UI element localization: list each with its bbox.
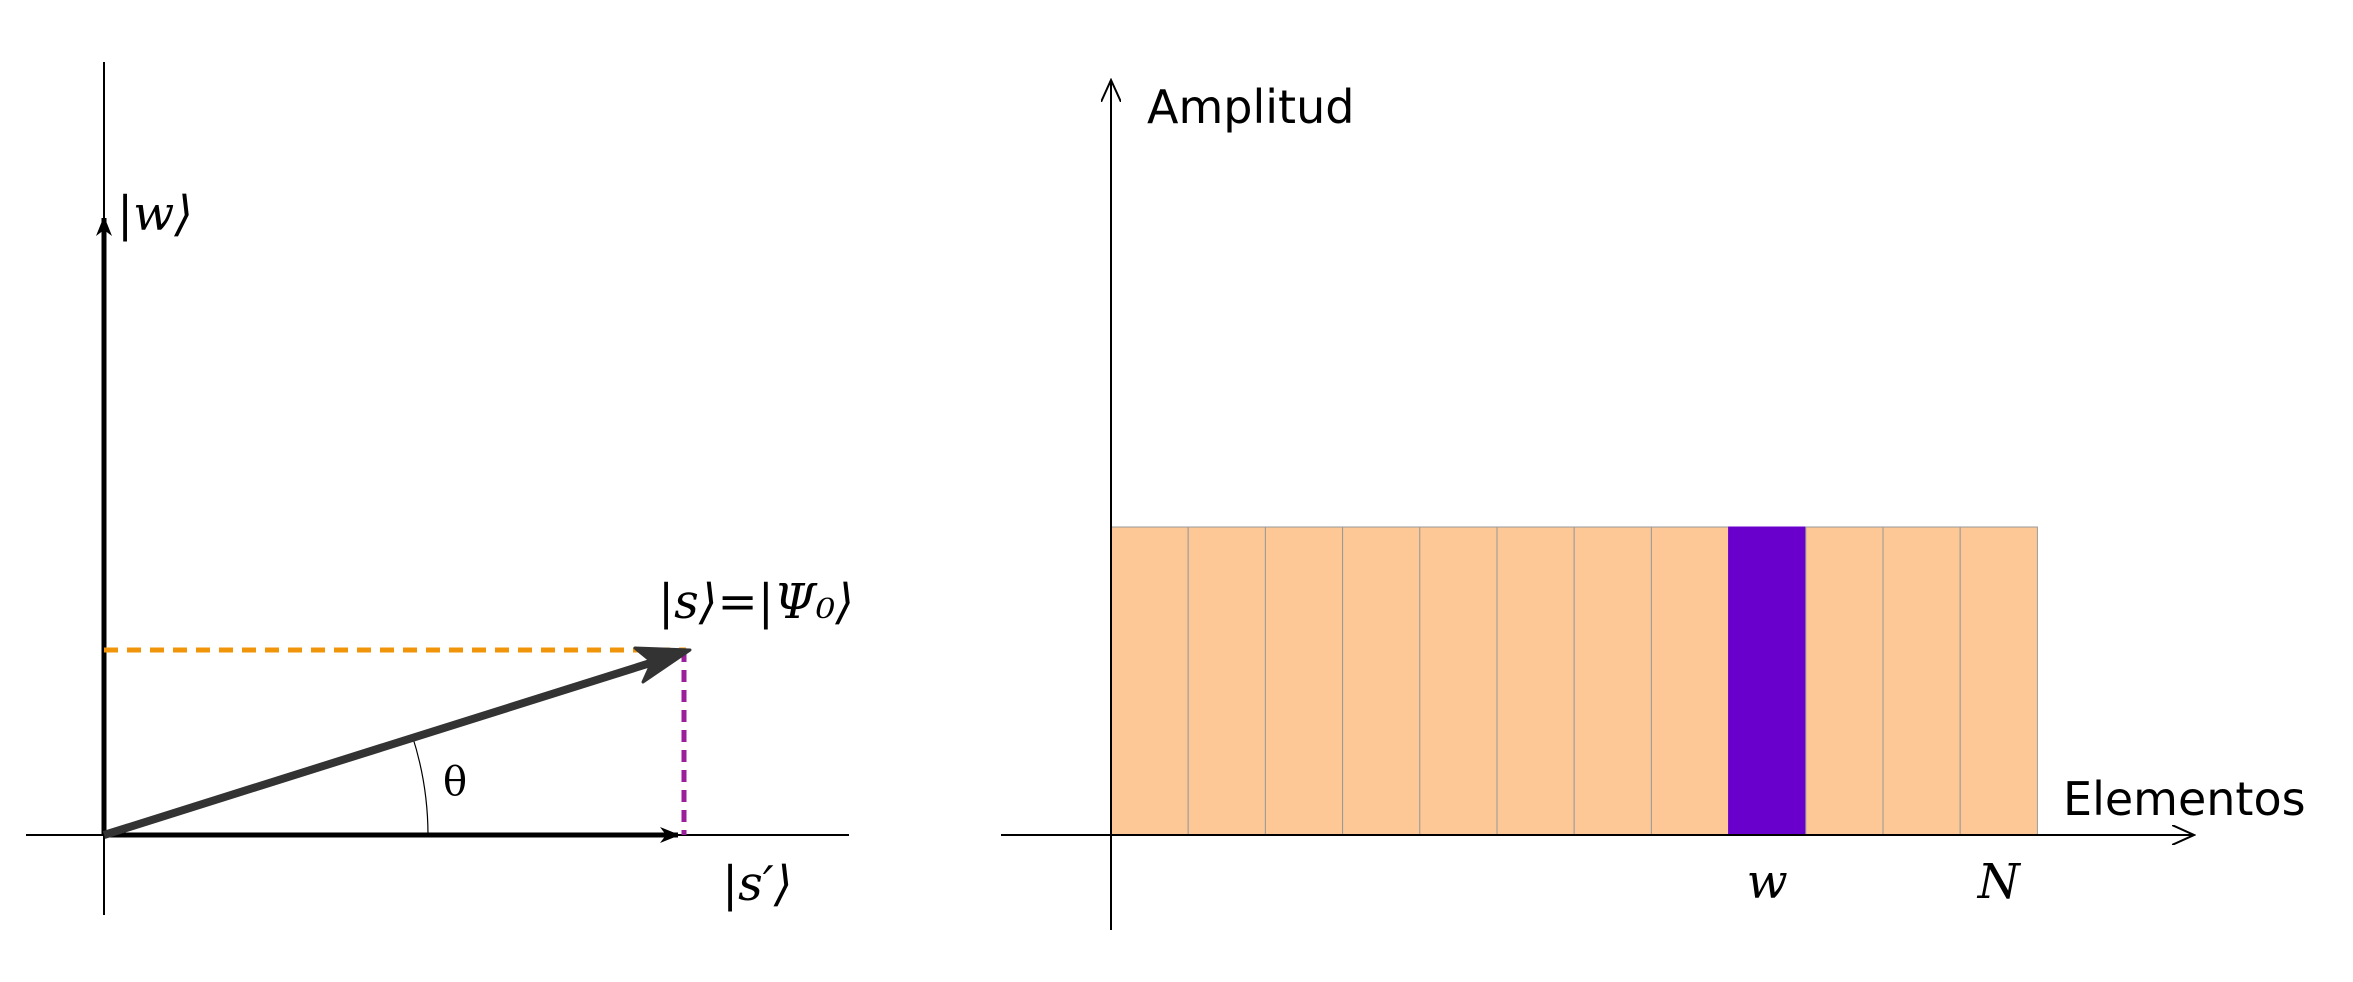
last-element-tick-label: N: [1977, 854, 2022, 910]
marked-amplitude-bar: [1728, 526, 1807, 836]
w-axis-label: |w⟩: [117, 186, 193, 242]
state-vector-arrowhead: [633, 646, 692, 684]
state-vector-diagram: |w⟩ |s′⟩ |s⟩=|Ψ₀⟩ θ: [26, 62, 854, 915]
state-vector-label: |s⟩=|Ψ₀⟩: [658, 574, 854, 630]
amplitude-bar: [1496, 526, 1575, 836]
theta-label: θ: [443, 759, 467, 805]
amplitud-axis-label: Amplitud: [1147, 80, 1354, 134]
amplitude-bar: [1110, 526, 1189, 836]
amplitude-bar: [1419, 526, 1498, 836]
amplitude-bar: [1882, 526, 1961, 836]
amplitude-bar: [1342, 526, 1421, 836]
amplitude-bar: [1187, 526, 1266, 836]
state-vector-shaft: [102, 656, 662, 839]
marked-element-tick-label: w: [1747, 854, 1788, 910]
elementos-axis-label: Elementos: [2063, 772, 2306, 826]
amplitude-bar: [1650, 526, 1730, 836]
amplitude-bars: [1110, 526, 2038, 836]
theta-angle-arc: [411, 734, 429, 836]
amplitude-bar: [1805, 526, 1884, 836]
amplitude-bar-diagram: Amplitud Elementos w N: [1001, 80, 2306, 930]
amplitude-bar: [1959, 526, 2038, 836]
amplitude-bar: [1264, 526, 1344, 836]
s-prime-axis-label: |s′⟩: [722, 856, 792, 912]
amplitude-bar: [1573, 526, 1652, 836]
